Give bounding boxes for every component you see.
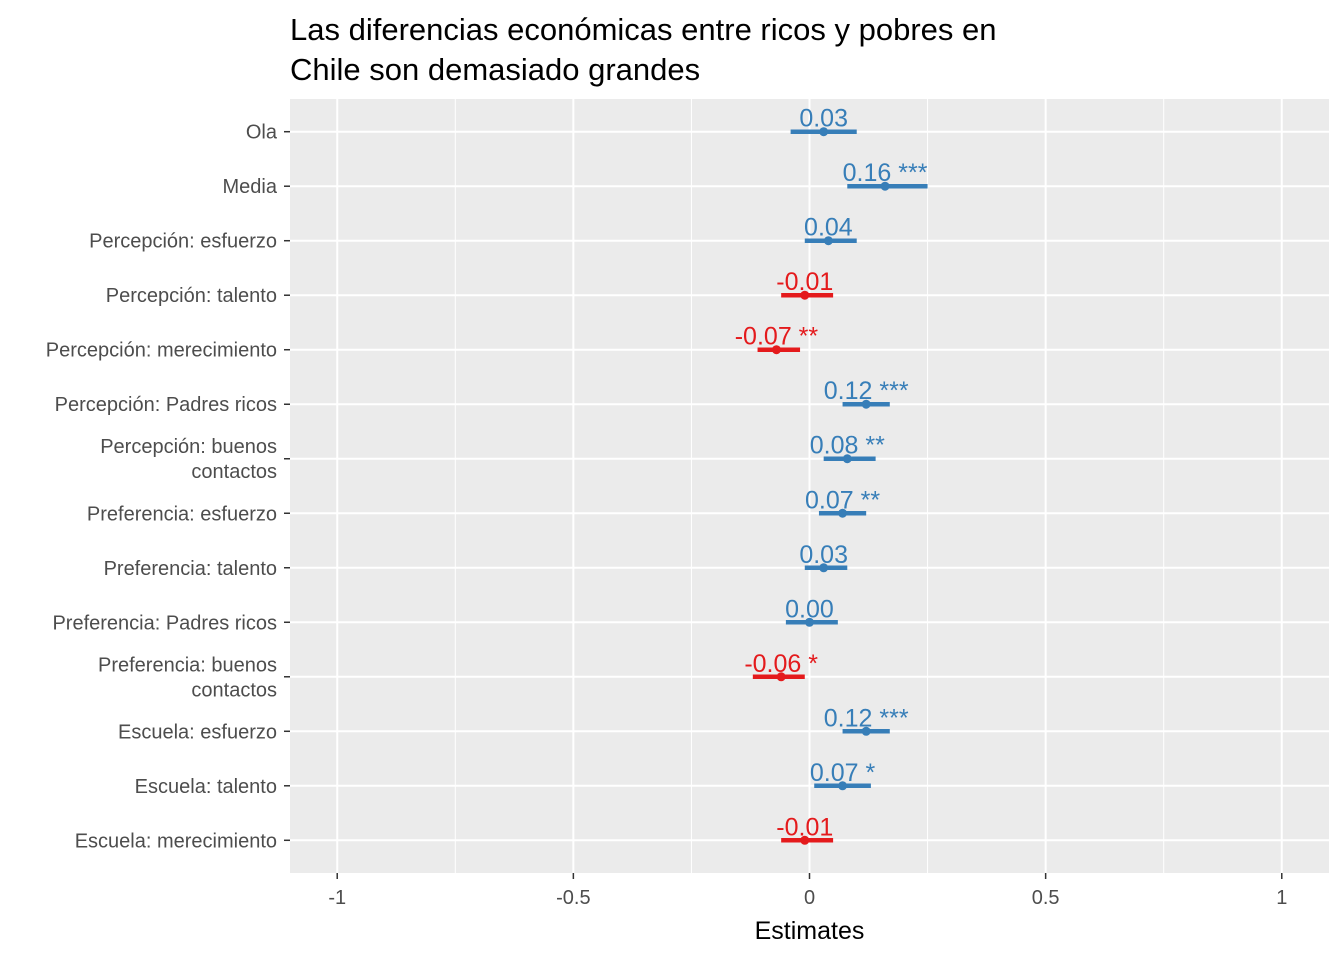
estimate-point bbox=[800, 290, 810, 300]
estimate-point bbox=[800, 835, 810, 845]
y-tick-label: Preferencia: buenos contactos bbox=[98, 654, 277, 701]
estimate-label: 0.12 *** bbox=[824, 377, 909, 405]
estimate-point bbox=[861, 726, 871, 736]
estimate-label: 0.03 bbox=[799, 541, 848, 569]
y-tick-label: Percepción: talento bbox=[106, 285, 277, 307]
major-gridlines bbox=[290, 99, 1329, 873]
estimate-point bbox=[842, 454, 852, 464]
y-tick-label: Ola bbox=[246, 122, 278, 144]
estimate-point bbox=[776, 672, 786, 682]
y-tick-label: Percepción: buenos contactos bbox=[100, 436, 277, 483]
estimate-label: 0.03 bbox=[799, 105, 848, 133]
y-tick-label: Escuela: talento bbox=[135, 776, 277, 798]
estimate-point bbox=[819, 563, 829, 573]
estimate-label: 0.16 *** bbox=[843, 159, 928, 187]
estimate-point bbox=[823, 236, 833, 246]
y-axis: Ola Media Percepción: esfuerzo Percepción: … bbox=[46, 122, 290, 852]
x-tick-label: 0.5 bbox=[1032, 887, 1060, 909]
y-tick-label: Preferencia: talento bbox=[104, 558, 277, 580]
x-tick-label: -0.5 bbox=[556, 887, 590, 909]
x-tick-label: 1 bbox=[1276, 887, 1287, 909]
estimate-point bbox=[880, 181, 890, 191]
minor-gridlines bbox=[454, 99, 1165, 873]
estimate-point bbox=[861, 399, 871, 409]
x-tick-label: -1 bbox=[328, 887, 346, 909]
chart-title-line-2: Chile son demasiado grandes bbox=[290, 52, 701, 87]
estimate-label: 0.07 * bbox=[810, 759, 876, 787]
estimate-label: -0.01 bbox=[776, 268, 833, 296]
estimate-label: 0.12 *** bbox=[824, 704, 909, 732]
y-tick-label: Percepción: Padres ricos bbox=[55, 394, 277, 416]
x-axis: -1 -0.5 0 0.5 1 bbox=[328, 873, 1287, 909]
y-tick-label: Escuela: esfuerzo bbox=[118, 721, 277, 743]
estimate-label: -0.06 * bbox=[744, 650, 818, 678]
estimate-label: -0.01 bbox=[776, 813, 833, 841]
y-tick-label: Preferencia: Padres ricos bbox=[52, 612, 277, 634]
x-axis-title: Estimates bbox=[755, 917, 865, 945]
estimate-marks: 0.030.16 ***0.04-0.01-0.07 **0.12 ***0.0… bbox=[735, 105, 928, 845]
estimate-label: 0.04 bbox=[804, 214, 853, 242]
estimate-point bbox=[805, 617, 814, 627]
estimate-label: 0.00 bbox=[785, 595, 834, 623]
chart-title-line-1: Las diferencias económicas entre ricos y… bbox=[290, 12, 997, 47]
estimate-point bbox=[838, 781, 848, 791]
x-tick-label: 0 bbox=[804, 887, 815, 909]
y-tick-label: Preferencia: esfuerzo bbox=[87, 503, 277, 525]
estimate-point bbox=[819, 127, 829, 137]
estimate-point bbox=[771, 345, 781, 355]
y-tick-label: Media bbox=[223, 176, 278, 198]
chart-title: Las diferencias económicas entre ricos y… bbox=[290, 10, 996, 90]
estimate-label: -0.07 ** bbox=[735, 323, 819, 351]
y-tick-label: Percepción: esfuerzo bbox=[89, 231, 277, 253]
estimate-point bbox=[838, 508, 848, 518]
estimate-label: 0.07 ** bbox=[805, 486, 880, 514]
estimate-label: 0.08 ** bbox=[810, 432, 885, 460]
y-tick-label: Escuela: merecimiento bbox=[75, 830, 277, 852]
y-tick-label: Percepción: merecimiento bbox=[46, 340, 277, 362]
